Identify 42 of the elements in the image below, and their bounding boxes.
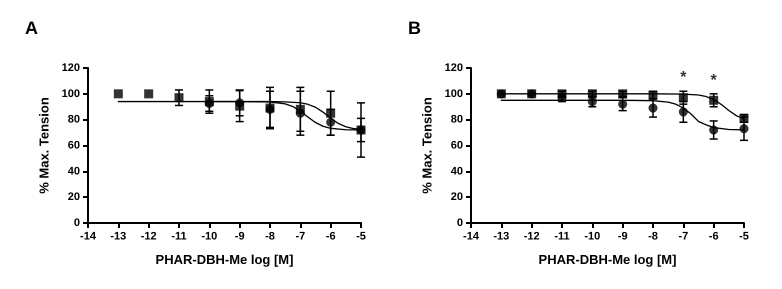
x-tick-label: -11	[171, 230, 187, 242]
x-tick-label: -7	[678, 230, 688, 242]
x-axis-title: PHAR-DBH-Me log [M]	[538, 252, 676, 267]
x-tick-label: -10	[584, 230, 600, 242]
y-tick-label: 100	[62, 88, 80, 100]
x-tick-label: -9	[618, 230, 628, 242]
x-tick-label: -5	[356, 230, 366, 242]
x-tick-label: -5	[739, 230, 749, 242]
y-tick-label: 80	[450, 114, 463, 126]
x-tick-label: -6	[708, 230, 719, 242]
x-tick-label: -11	[554, 230, 570, 242]
x-tick-label: -13	[110, 230, 126, 242]
x-tick-label: -10	[201, 230, 218, 242]
x-tick-label: -9	[234, 230, 245, 242]
x-tick-label: -8	[265, 230, 275, 242]
y-tick-label: 120	[444, 62, 463, 74]
x-tick-label: -8	[648, 230, 658, 242]
y-tick-label: 20	[450, 191, 463, 204]
x-axis-title: PHAR-DBH-Me log [M]	[156, 252, 294, 267]
x-tick-label: -14	[463, 230, 480, 242]
chart-title: B	[408, 18, 421, 38]
x-tick-label: -13	[493, 230, 510, 242]
y-axis-title: % Max. Tension	[420, 97, 435, 194]
x-tick-label: -6	[326, 230, 336, 242]
y-tick-label: 0	[456, 217, 463, 229]
x-tick-label: -7	[295, 230, 306, 242]
y-tick-label: 80	[68, 114, 80, 126]
y-tick-label: 120	[62, 62, 80, 74]
y-axis-title: % Max. Tension	[36, 97, 52, 194]
y-tick-label: 60	[450, 140, 463, 152]
y-tick-label: 40	[450, 165, 463, 178]
y-tick-label: 60	[68, 140, 80, 152]
x-tick-label: -12	[140, 230, 157, 242]
annotation: *	[680, 69, 688, 86]
annotation: *	[710, 72, 718, 89]
x-tick-label: -14	[80, 230, 97, 242]
y-tick-label: 100	[444, 88, 463, 100]
y-tick-label: 40	[68, 165, 80, 178]
y-tick-label: 0	[74, 217, 80, 229]
y-tick-label: 20	[68, 191, 80, 204]
chart-title: A	[25, 18, 38, 38]
x-tick-label: -12	[524, 230, 540, 242]
